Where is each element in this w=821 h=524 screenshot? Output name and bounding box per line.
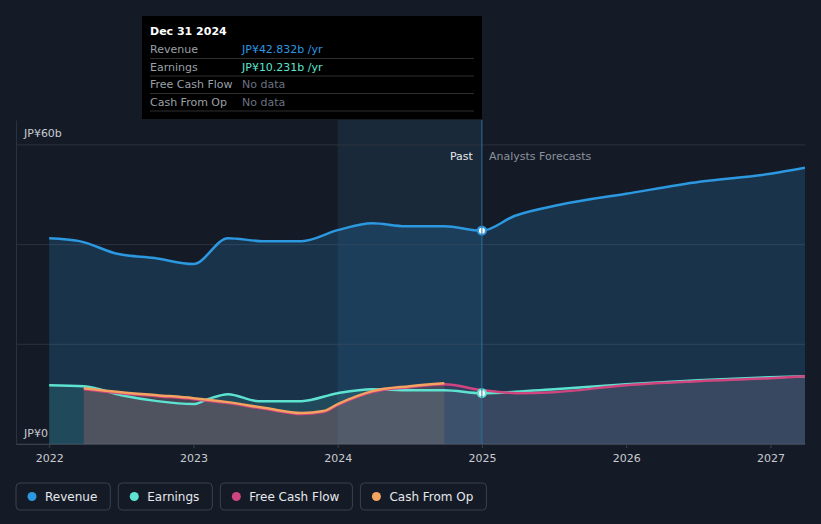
legend-swatch xyxy=(28,492,37,501)
series-area xyxy=(49,376,805,444)
tooltip-separator xyxy=(150,76,474,77)
x-tick: 2027 xyxy=(757,444,785,465)
tooltip-label: Earnings xyxy=(150,61,198,74)
legend-swatch xyxy=(372,492,381,501)
tooltip-value: No data xyxy=(242,78,285,91)
legend-label: Cash From Op xyxy=(389,490,473,504)
legend-item: Revenue xyxy=(16,483,110,510)
x-tick-mark xyxy=(482,444,483,448)
legend-swatch xyxy=(232,492,241,501)
series-area xyxy=(84,383,445,444)
x-tick-mark xyxy=(193,444,194,448)
y-tick-label: JP¥60b xyxy=(23,127,62,140)
x-tick: 2023 xyxy=(180,444,208,465)
annotation-past: Past xyxy=(450,150,474,163)
grid-line xyxy=(16,144,805,145)
series-line xyxy=(84,376,805,414)
x-tick: 2026 xyxy=(613,444,641,465)
legend-box xyxy=(360,483,486,510)
legend: Revenue Earnings Free Cash Flow Cash From O… xyxy=(16,483,486,510)
tooltip-label: Cash From Op xyxy=(150,96,227,109)
y-tick: JP¥60b xyxy=(16,127,62,145)
legend-box xyxy=(220,483,352,510)
x-tick-mark xyxy=(49,444,50,448)
x-tick: 2022 xyxy=(36,444,64,465)
series-area xyxy=(49,168,805,444)
x-tick-label: 2023 xyxy=(180,452,208,465)
forecast-divider xyxy=(481,120,482,444)
series-line xyxy=(84,383,445,413)
legend-swatch xyxy=(130,492,139,501)
background xyxy=(0,0,821,524)
y-tick: JP¥0 xyxy=(16,427,48,445)
x-tick-label: 2027 xyxy=(757,452,785,465)
legend-label: Revenue xyxy=(45,490,97,504)
x-tick-label: 2025 xyxy=(468,452,496,465)
tooltip-separator xyxy=(150,93,474,94)
y-tick-label: JP¥0 xyxy=(23,427,48,440)
chart-svg: JP¥0 JP¥60b 2022 2023 2024 2025 2026 2027 Past An… xyxy=(0,0,821,524)
tooltip-label: Revenue xyxy=(150,43,198,56)
legend-item: Free Cash Flow xyxy=(220,483,352,510)
x-tick-mark xyxy=(770,444,771,448)
tooltip-separator xyxy=(150,58,474,59)
legend-box xyxy=(16,483,110,510)
tooltip-value: JP¥42.832b /yr xyxy=(241,43,323,56)
y-axis: JP¥0 JP¥60b xyxy=(16,121,62,445)
grid xyxy=(16,145,805,444)
annotation-forecast: Analysts Forecasts xyxy=(489,150,592,163)
x-axis: 2022 2023 2024 2025 2026 2027 xyxy=(17,444,806,465)
legend-item: Earnings xyxy=(118,483,212,510)
series-area xyxy=(84,376,805,444)
legend-label: Earnings xyxy=(147,490,199,504)
x-tick: 2025 xyxy=(468,444,496,465)
x-tick-label: 2024 xyxy=(324,452,352,465)
x-tick-mark xyxy=(626,444,627,448)
tooltip: Dec 31 2024 Revenue JP¥42.832b /yr Earnings… xyxy=(142,16,482,119)
legend-box xyxy=(118,483,212,510)
tooltip-label: Free Cash Flow xyxy=(150,78,233,91)
legend-item: Cash From Op xyxy=(360,483,486,510)
x-tick-mark xyxy=(338,444,339,448)
x-tick: 2024 xyxy=(324,444,352,465)
tooltip-value: JP¥10.231b /yr xyxy=(241,61,323,74)
series-line xyxy=(49,168,805,264)
plot-area xyxy=(49,168,805,444)
x-axis-line xyxy=(17,444,806,445)
x-tick-label: 2026 xyxy=(613,452,641,465)
tooltip-value: No data xyxy=(242,96,285,109)
tooltip-box xyxy=(142,16,482,119)
chart-container: JP¥0 JP¥60b 2022 2023 2024 2025 2026 2027 Past An… xyxy=(0,0,821,524)
tooltip-separator xyxy=(150,111,474,112)
legend-label: Free Cash Flow xyxy=(249,490,339,504)
x-tick-label: 2022 xyxy=(36,452,64,465)
y-axis-line xyxy=(16,121,17,445)
tooltip-title: Dec 31 2024 xyxy=(150,25,227,38)
